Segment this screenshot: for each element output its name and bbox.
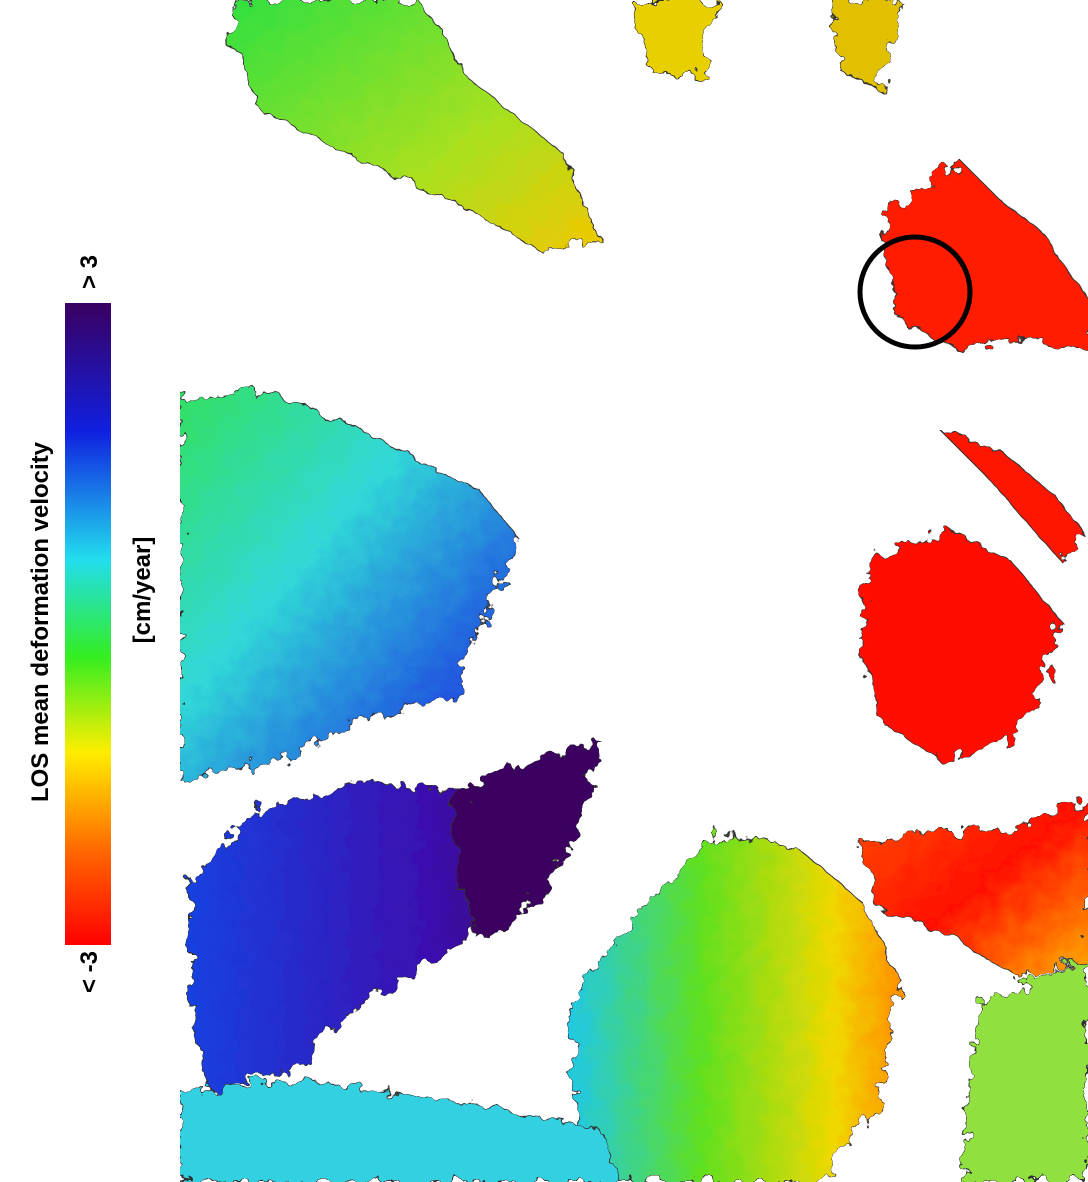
map-patch (960, 960, 1088, 1182)
page: {"colorbar": {"title": "LOS mean deforma… (0, 0, 1088, 1182)
colorbar (65, 303, 111, 945)
map-patch (180, 1080, 620, 1182)
map-patch (180, 390, 520, 780)
figure: LOS mean deformation velocity [cm/year] … (0, 0, 1088, 1182)
deformation-map (180, 0, 1088, 1182)
map-patch (630, 0, 720, 80)
map-patch (860, 530, 1060, 760)
colorbar-unit: [cm/year] (129, 537, 156, 644)
map-patch (450, 740, 600, 940)
map-patch (880, 160, 1088, 350)
colorbar-min-label: < -3 (76, 951, 103, 993)
colorbar-max-label: > 3 (76, 255, 103, 289)
map-patch (860, 800, 1088, 980)
map-patch (230, 0, 600, 250)
map-patch (570, 830, 900, 1182)
map-patch (830, 0, 900, 90)
colorbar-title: LOS mean deformation velocity (27, 441, 54, 802)
